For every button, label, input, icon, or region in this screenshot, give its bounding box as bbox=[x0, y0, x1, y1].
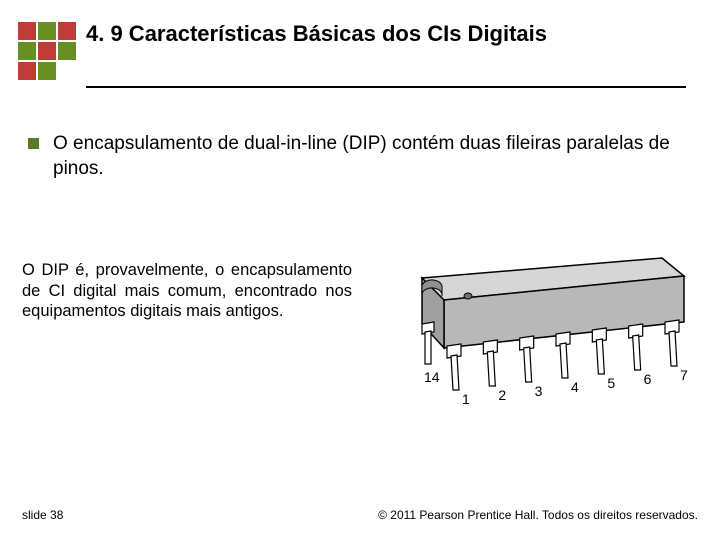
svg-text:3: 3 bbox=[535, 383, 543, 399]
slide-title: 4. 9 Características Básicas dos CIs Dig… bbox=[86, 20, 686, 48]
slide-title-block: 4. 9 Características Básicas dos CIs Dig… bbox=[86, 20, 686, 48]
slide-number: slide 38 bbox=[22, 508, 63, 522]
svg-text:1: 1 bbox=[462, 391, 470, 407]
bullet-text: O encapsulamento de dual-in-line (DIP) c… bbox=[53, 132, 692, 181]
svg-text:4: 4 bbox=[571, 379, 579, 395]
svg-text:2: 2 bbox=[498, 387, 506, 403]
logo-grid bbox=[18, 22, 76, 80]
bullet-marker bbox=[28, 138, 39, 149]
dip-chip-figure: 1 2 3 4 5 6 7 14 bbox=[392, 248, 702, 428]
svg-text:14: 14 bbox=[424, 369, 440, 385]
paragraph: O DIP é, provavelmente, o encapsulamento… bbox=[22, 260, 352, 322]
svg-text:5: 5 bbox=[607, 375, 615, 391]
svg-text:7: 7 bbox=[680, 367, 688, 383]
title-underline bbox=[86, 86, 686, 88]
copyright: © 2011 Pearson Prentice Hall. Todos os d… bbox=[378, 508, 698, 522]
bullet-item: O encapsulamento de dual-in-line (DIP) c… bbox=[28, 132, 692, 181]
svg-text:6: 6 bbox=[644, 371, 652, 387]
